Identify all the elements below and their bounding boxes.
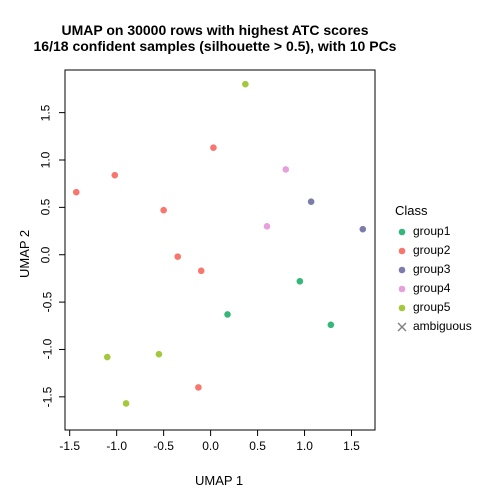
point-group1 — [224, 311, 231, 318]
point-group2 — [195, 384, 202, 391]
legend-label: group1 — [409, 222, 450, 241]
legend-swatch-group3 — [395, 263, 409, 277]
point-group3 — [359, 226, 366, 233]
legend-item: group5 — [395, 298, 472, 317]
point-group2 — [111, 172, 118, 179]
y-axis-label: UMAP 2 — [17, 230, 32, 278]
chart-title: UMAP on 30000 rows with highest ATC scor… — [0, 22, 430, 54]
point-group5 — [399, 304, 406, 311]
legend-item: ambiguous — [395, 317, 472, 336]
x-tick-label: -1.0 — [106, 439, 127, 453]
legend-label: group5 — [409, 298, 450, 317]
y-tick-label: -1.0 — [40, 339, 54, 360]
legend-swatch-group1 — [395, 225, 409, 239]
legend-swatch-group2 — [395, 244, 409, 258]
point-group2 — [399, 247, 406, 254]
legend-label: group4 — [409, 279, 450, 298]
legend-items: group1group2group3group4group5ambiguous — [395, 222, 472, 336]
legend-item: group4 — [395, 279, 472, 298]
x-tick-label: -1.5 — [59, 439, 80, 453]
plot-border — [65, 70, 375, 430]
x-axis-label: UMAP 1 — [195, 473, 243, 488]
plot-area — [65, 70, 375, 430]
point-group2 — [210, 144, 217, 151]
point-group2 — [198, 268, 205, 275]
point-group5 — [156, 351, 163, 358]
legend-swatch-group4 — [395, 282, 409, 296]
point-group3 — [399, 266, 406, 273]
point-group4 — [264, 223, 271, 230]
y-tick-label: 0.0 — [38, 246, 52, 263]
point-group5 — [123, 400, 130, 407]
point-group1 — [399, 228, 406, 235]
chart-title-line2: 16/18 confident samples (silhouette > 0.… — [0, 38, 430, 54]
y-tick-label: -1.5 — [40, 386, 54, 407]
legend-label: group3 — [409, 260, 450, 279]
point-group3 — [308, 198, 315, 205]
legend-item: group1 — [395, 222, 472, 241]
legend: Class group1group2group3group4group5ambi… — [395, 203, 472, 336]
point-ambiguous — [398, 323, 406, 331]
point-group5 — [242, 81, 249, 88]
point-group4 — [282, 166, 289, 173]
legend-title: Class — [395, 203, 472, 218]
legend-item: group2 — [395, 241, 472, 260]
point-group1 — [328, 322, 335, 329]
point-group5 — [104, 354, 111, 361]
y-tick-label: 1.0 — [38, 152, 52, 169]
legend-label: ambiguous — [409, 317, 472, 336]
legend-swatch-group5 — [395, 301, 409, 315]
x-tick-label: 0.5 — [249, 439, 266, 453]
x-tick-label: 1.0 — [296, 439, 313, 453]
x-tick-label: 0.0 — [202, 439, 219, 453]
y-tick-label: 1.5 — [38, 104, 52, 121]
point-group1 — [297, 278, 304, 285]
umap-scatter-chart: UMAP on 30000 rows with highest ATC scor… — [0, 0, 504, 504]
legend-item: group3 — [395, 260, 472, 279]
x-tick-label: -0.5 — [153, 439, 174, 453]
point-group2 — [160, 207, 167, 214]
point-group2 — [73, 189, 80, 196]
y-tick-label: -0.5 — [40, 292, 54, 313]
legend-swatch-ambiguous — [395, 320, 409, 334]
x-tick-label: 1.5 — [343, 439, 360, 453]
chart-title-line1: UMAP on 30000 rows with highest ATC scor… — [0, 22, 430, 38]
point-group2 — [174, 253, 181, 260]
legend-label: group2 — [409, 241, 450, 260]
y-tick-label: 0.5 — [38, 199, 52, 216]
point-group4 — [399, 285, 406, 292]
